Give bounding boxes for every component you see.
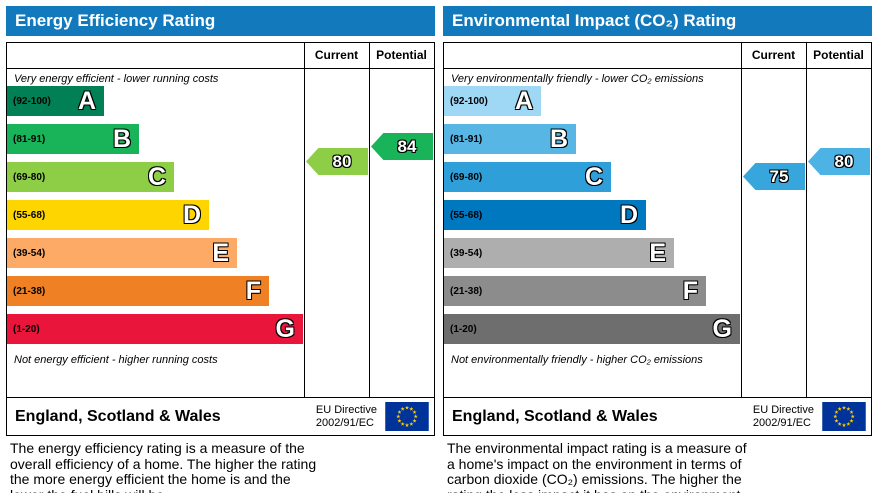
current-column-header: Current <box>314 48 359 62</box>
chart-footer: England, Scotland & Wales EU Directive 2… <box>7 397 434 435</box>
co2-panel: Environmental Impact (CO₂) Rating Curren… <box>443 6 872 493</box>
potential-rating-arrow: 84 <box>371 133 433 160</box>
co2-rating-chart: Current Potential Very environmentally f… <box>443 42 872 436</box>
band-letter: D <box>619 201 638 229</box>
band-range: (1-20) <box>13 323 40 335</box>
band-range: (39-54) <box>450 247 483 259</box>
energy-caption: The energy efficiency rating is a measur… <box>10 440 317 493</box>
chart-footer: England, Scotland & Wales EU Directive 2… <box>444 397 871 435</box>
band-range: (81-91) <box>450 133 483 145</box>
band-range: (39-54) <box>13 247 46 259</box>
current-rating-arrow: 80 <box>306 148 368 175</box>
eu-directive-label: EU Directive 2002/91/EC <box>752 403 814 429</box>
potential-column-header: Potential <box>813 48 864 62</box>
band-range: (21-38) <box>13 285 46 297</box>
band-range: (55-68) <box>13 209 46 221</box>
band-letter: D <box>182 201 201 229</box>
top-note: Very energy efficient - lower running co… <box>14 73 219 85</box>
current-rating-value: 80 <box>332 151 352 171</box>
potential-rating-arrow: 80 <box>808 148 870 175</box>
co2-caption: The environmental impact rating is a mea… <box>447 440 747 493</box>
band-range: (1-20) <box>450 323 477 335</box>
bottom-note: Not environmentally friendly - higher CO… <box>451 354 703 366</box>
band-letter: C <box>584 163 603 191</box>
band-row-g: (1-20) G <box>7 314 303 344</box>
band-letter: C <box>147 163 166 191</box>
band-row-g: (1-20) G <box>444 314 740 344</box>
potential-column-header: Potential <box>376 48 427 62</box>
band-row-c: (69-80) C <box>7 162 174 192</box>
band-range: (92-100) <box>13 95 51 107</box>
band-row-e: (39-54) E <box>7 238 237 268</box>
current-rating-value: 75 <box>769 166 789 186</box>
band-letter: G <box>712 315 732 343</box>
band-row-f: (21-38) F <box>444 276 706 306</box>
column-divider <box>806 43 807 397</box>
band-range: (92-100) <box>450 95 488 107</box>
band-range: (69-80) <box>450 171 483 183</box>
energy-rating-chart: Current Potential Very energy efficient … <box>6 42 435 436</box>
header-divider <box>444 68 871 69</box>
band-letter: E <box>649 239 666 267</box>
co2-panel-title: Environmental Impact (CO₂) Rating <box>443 6 872 36</box>
band-row-a: (92-100) A <box>444 86 541 116</box>
band-letter: A <box>77 87 96 115</box>
energy-panel-title: Energy Efficiency Rating <box>6 6 435 36</box>
band-row-b: (81-91) B <box>7 124 139 154</box>
band-letter: B <box>549 125 568 153</box>
band-letter: F <box>245 277 261 305</box>
band-letter: B <box>112 125 131 153</box>
band-range: (55-68) <box>450 209 483 221</box>
band-row-e: (39-54) E <box>444 238 674 268</box>
region-label: England, Scotland & Wales <box>452 407 658 425</box>
band-range: (21-38) <box>450 285 483 297</box>
region-label: England, Scotland & Wales <box>15 407 221 425</box>
band-letter: E <box>212 239 229 267</box>
current-rating-arrow: 75 <box>743 163 805 190</box>
column-divider <box>741 43 742 397</box>
band-range: (81-91) <box>13 133 46 145</box>
band-row-c: (69-80) C <box>444 162 611 192</box>
current-column-header: Current <box>751 48 796 62</box>
eu-flag-icon <box>822 402 866 431</box>
potential-rating-value: 80 <box>834 151 854 171</box>
band-letter: F <box>682 277 698 305</box>
band-range: (69-80) <box>13 171 46 183</box>
column-divider <box>304 43 305 397</box>
potential-rating-value: 84 <box>397 136 417 156</box>
bottom-note: Not energy efficient - higher running co… <box>14 354 218 366</box>
column-divider <box>369 43 370 397</box>
band-row-d: (55-68) D <box>444 200 646 230</box>
band-letter: G <box>275 315 295 343</box>
band-row-b: (81-91) B <box>444 124 576 154</box>
header-divider <box>7 68 434 69</box>
eu-flag-icon <box>385 402 429 431</box>
band-row-f: (21-38) F <box>7 276 269 306</box>
top-note: Very environmentally friendly - lower CO… <box>451 73 704 85</box>
energy-efficiency-panel: Energy Efficiency Rating Current Potenti… <box>6 6 435 493</box>
eu-directive-label: EU Directive 2002/91/EC <box>315 403 377 429</box>
band-letter: A <box>514 87 533 115</box>
band-row-a: (92-100) A <box>7 86 104 116</box>
band-row-d: (55-68) D <box>7 200 209 230</box>
